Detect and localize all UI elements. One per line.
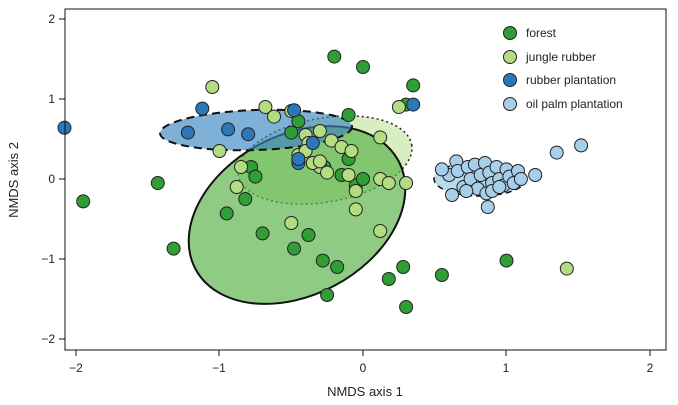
point-rubber-plantation [305, 136, 320, 150]
point-jungle-rubber [267, 109, 281, 124]
x-tick-label: 2 [647, 361, 654, 375]
point-forest [315, 253, 330, 268]
point-jungle-rubber [559, 261, 574, 276]
legend-label-oil-palm-plantation: oil palm plantation [526, 97, 623, 111]
x-tick-label: −1 [212, 361, 226, 375]
legend-marker-forest [503, 26, 517, 40]
point-rubber-plantation [180, 125, 195, 140]
point-rubber-plantation [195, 101, 210, 116]
point-jungle-rubber [348, 184, 363, 198]
y-tick-label: −2 [41, 332, 55, 346]
point-jungle-rubber [381, 176, 396, 190]
point-oil-palm-plantation [492, 180, 507, 194]
point-jungle-rubber [284, 216, 299, 230]
x-axis: −2 −1 0 1 2 NMDS axis 1 [69, 350, 654, 399]
legend-marker-oil-palm-plantation [503, 97, 517, 111]
point-forest [166, 241, 181, 256]
legend-label-rubber-plantation: rubber plantation [526, 73, 616, 87]
legend-label-jungle-rubber: jungle rubber [525, 50, 596, 64]
point-forest [219, 206, 234, 221]
y-tick-label: 0 [48, 172, 55, 186]
point-forest [238, 192, 253, 206]
point-forest [356, 60, 370, 74]
ellipse-layer [159, 108, 527, 305]
point-jungle-rubber [320, 165, 335, 180]
x-tick-label: 1 [503, 361, 510, 375]
point-forest [399, 300, 414, 314]
point-jungle-rubber [373, 130, 388, 145]
point-jungle-rubber [229, 180, 244, 194]
point-jungle-rubber [341, 168, 356, 182]
point-rubber-plantation [221, 122, 236, 137]
point-forest [327, 49, 342, 64]
point-forest [76, 194, 91, 209]
point-jungle-rubber [373, 224, 388, 238]
legend-marker-rubber-plantation [503, 73, 517, 87]
x-axis-title: NMDS axis 1 [327, 384, 403, 399]
point-forest [341, 108, 356, 122]
y-tick-label: 1 [48, 92, 55, 106]
point-forest [330, 260, 345, 274]
point-jungle-rubber [205, 80, 220, 94]
point-oil-palm-plantation [480, 200, 495, 214]
point-forest [301, 228, 316, 242]
point-jungle-rubber [391, 100, 406, 114]
point-jungle-rubber [312, 124, 327, 138]
point-forest [248, 169, 263, 184]
point-jungle-rubber [258, 100, 273, 114]
point-forest [255, 226, 270, 241]
point-forest [499, 253, 514, 268]
point-oil-palm-plantation [513, 172, 528, 186]
y-axis: 2 1 0 −1 −2 NMDS axis 2 [6, 12, 65, 346]
point-oil-palm-plantation [434, 162, 449, 177]
point-forest [284, 125, 299, 140]
point-jungle-rubber [324, 133, 339, 148]
y-tick-label: −1 [41, 252, 55, 266]
point-jungle-rubber [399, 176, 414, 190]
y-tick-label: 2 [48, 12, 55, 26]
point-rubber-plantation [241, 127, 256, 142]
legend: forest jungle rubber rubber plantation o… [503, 26, 623, 111]
x-tick-label: −2 [69, 361, 83, 375]
points-layer [57, 49, 589, 314]
point-rubber-plantation [287, 103, 302, 118]
legend-marker-jungle-rubber [503, 50, 517, 64]
legend-label-forest: forest [526, 26, 557, 40]
point-oil-palm-plantation [445, 188, 459, 202]
point-oil-palm-plantation [528, 168, 543, 182]
point-jungle-rubber [348, 202, 363, 217]
point-oil-palm-plantation [459, 184, 474, 198]
x-tick-label: 0 [360, 361, 367, 375]
point-forest [396, 260, 411, 274]
point-oil-palm-plantation [574, 138, 589, 153]
point-forest [150, 176, 165, 190]
point-forest [287, 241, 302, 256]
point-forest [434, 268, 449, 282]
point-forest [356, 172, 370, 186]
point-forest [381, 272, 396, 286]
point-rubber-plantation [406, 97, 421, 112]
point-forest [406, 78, 421, 93]
y-axis-title: NMDS axis 2 [6, 142, 21, 218]
point-jungle-rubber [234, 160, 248, 174]
point-rubber-plantation [291, 152, 306, 166]
point-jungle-rubber [312, 154, 327, 169]
point-jungle-rubber [344, 144, 359, 158]
point-jungle-rubber [212, 144, 227, 158]
point-forest [320, 288, 335, 302]
point-oil-palm-plantation [549, 145, 564, 160]
